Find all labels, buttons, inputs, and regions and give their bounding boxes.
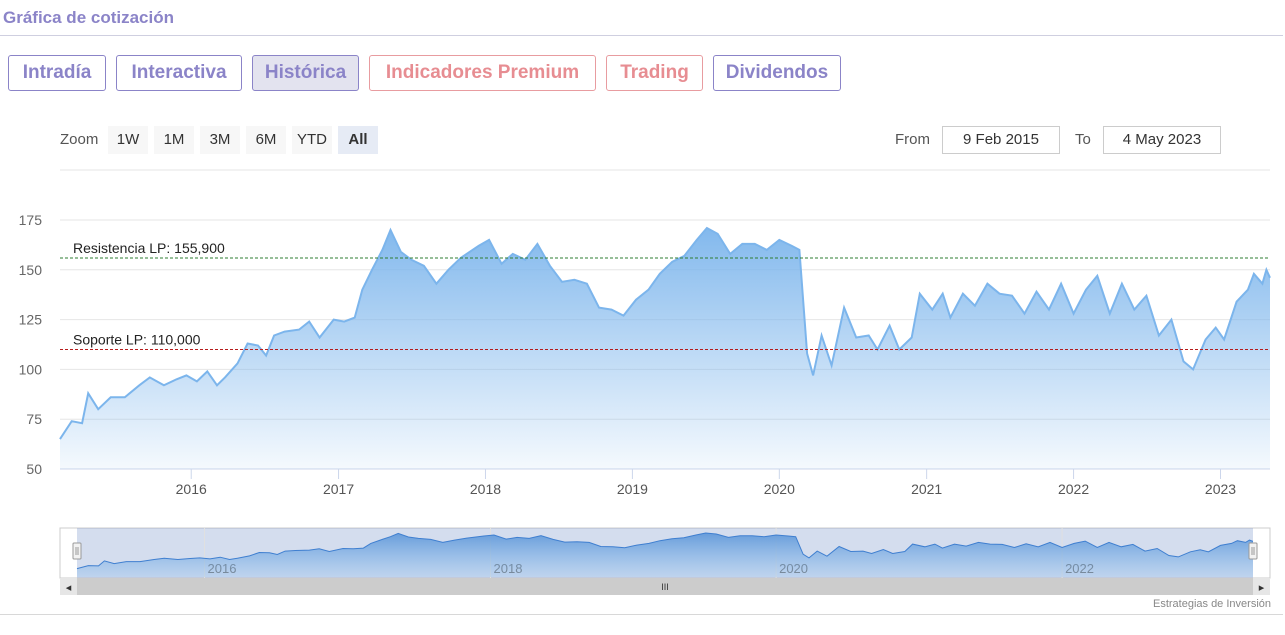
navigator-right-handle[interactable]: [1248, 542, 1258, 560]
x-tick-label: 2021: [911, 481, 942, 497]
navigator-line: [76, 532, 1254, 570]
scrollbar-thumb[interactable]: [77, 578, 1253, 595]
x-tick-label: 2023: [1205, 481, 1236, 497]
zoom-3m-button[interactable]: 3M: [200, 126, 240, 154]
y-tick-label: 125: [19, 312, 43, 328]
series-area: [60, 228, 1270, 469]
y-tick-label: 100: [19, 361, 43, 377]
tab-dividendos[interactable]: Dividendos: [713, 55, 841, 91]
tab-interactiva[interactable]: Interactiva: [116, 55, 242, 91]
x-tick-label: 2016: [176, 481, 207, 497]
scroll-right-arrow-icon: ▸: [1259, 582, 1265, 594]
title-divider: [0, 35, 1283, 36]
tab-trading[interactable]: Trading: [606, 55, 703, 91]
support-label: Soporte LP: 110,000: [73, 331, 201, 347]
page-title: Gráfica de cotización: [3, 8, 174, 27]
from-date-input[interactable]: 9 Feb 2015: [942, 126, 1060, 154]
resistance-label: Resistencia LP: 155,900: [73, 240, 225, 256]
scroll-left-arrow-icon: ◂: [66, 582, 72, 594]
zoom-ytd-button[interactable]: YTD: [292, 126, 332, 154]
navigator-area: [77, 533, 1253, 577]
zoom-all-button[interactable]: All: [338, 126, 378, 154]
navigator-left-handle[interactable]: [72, 542, 82, 560]
y-tick-label: 50: [26, 461, 42, 477]
to-date-input[interactable]: 4 May 2023: [1103, 126, 1221, 154]
tab-historica[interactable]: Histórica: [252, 55, 359, 91]
chart-credit[interactable]: Estrategias de Inversión: [1152, 598, 1271, 610]
y-tick-label: 150: [19, 262, 43, 278]
scrollbar-right-button[interactable]: [1253, 578, 1270, 595]
zoom-6m-button[interactable]: 6M: [246, 126, 286, 154]
bottom-divider: [0, 614, 1283, 615]
tab-intradia[interactable]: Intradía: [8, 55, 106, 91]
scrollbar-grip-icon: III: [661, 582, 669, 592]
y-tick-label: 75: [26, 411, 42, 427]
x-tick-label: 2022: [1058, 481, 1089, 497]
x-tick-label: 2020: [764, 481, 795, 497]
zoom-label: Zoom: [60, 131, 99, 148]
from-label: From: [895, 131, 930, 148]
x-tick-label: 2018: [470, 481, 501, 497]
tab-indicadores-premium[interactable]: Indicadores Premium: [369, 55, 596, 91]
zoom-1m-button[interactable]: 1M: [154, 126, 194, 154]
zoom-1w-button[interactable]: 1W: [108, 126, 148, 154]
series-line: [59, 226, 1271, 440]
x-tick-label: 2017: [323, 481, 354, 497]
x-tick-label: 2019: [617, 481, 648, 497]
scrollbar-left-button[interactable]: [60, 578, 77, 595]
to-label: To: [1075, 131, 1091, 148]
y-tick-label: 175: [19, 212, 43, 228]
